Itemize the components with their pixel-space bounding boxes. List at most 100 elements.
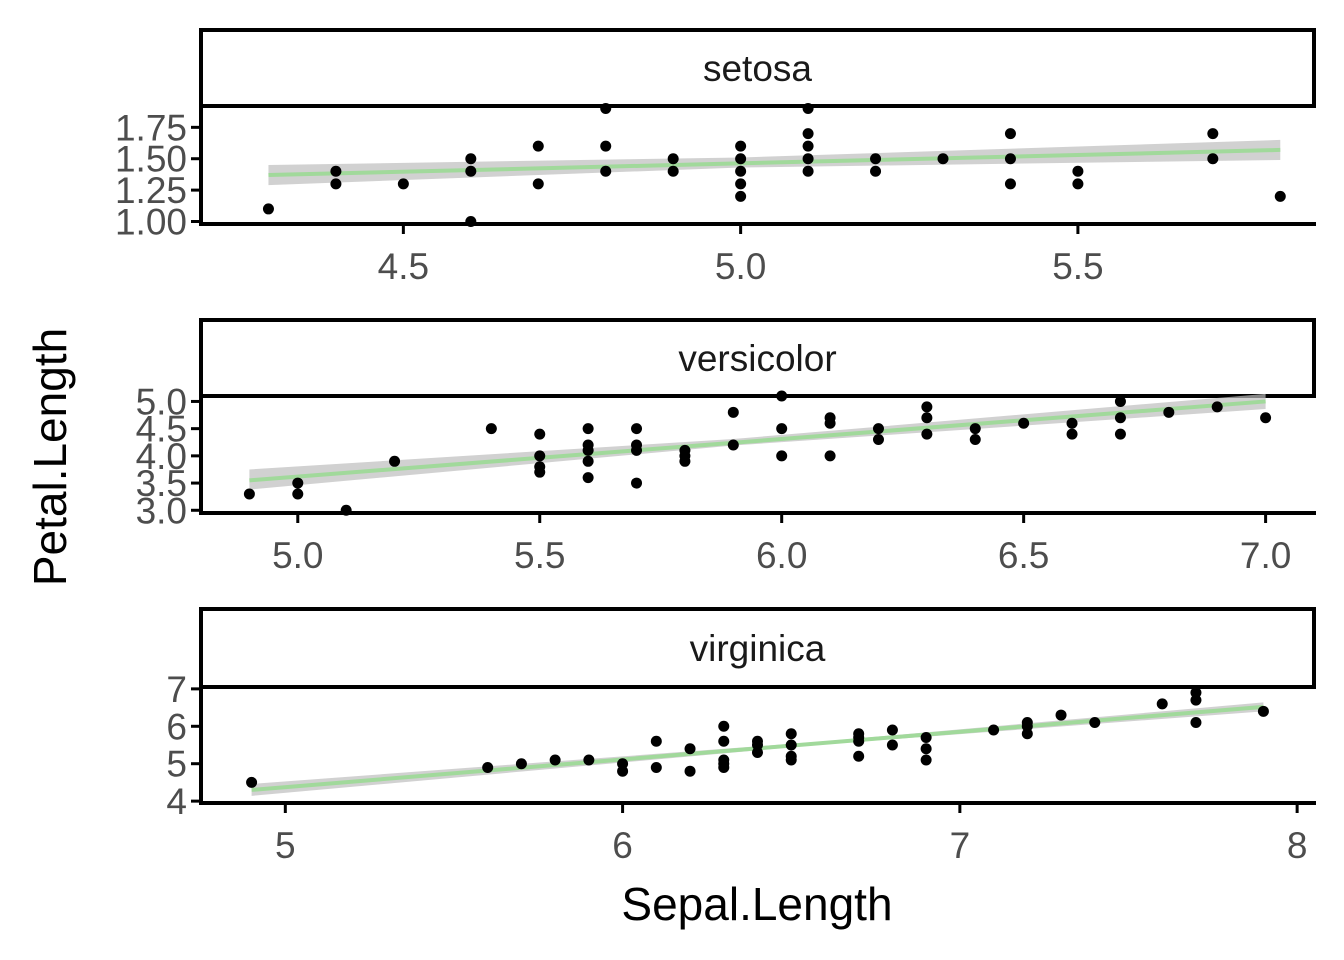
data-point <box>1257 705 1269 717</box>
data-point <box>397 178 409 190</box>
x-tick-label: 8 <box>1287 825 1308 866</box>
data-point <box>853 750 865 762</box>
data-point <box>482 761 494 773</box>
data-point <box>1190 687 1202 699</box>
data-point <box>515 758 527 770</box>
data-point <box>1021 717 1033 729</box>
data-point <box>886 739 898 751</box>
y-tick-label: 1.00 <box>115 201 187 242</box>
data-point <box>921 428 933 440</box>
facet-strip <box>199 607 1316 689</box>
data-point <box>1274 190 1286 202</box>
y-axis-title: Petal.Length <box>24 328 76 586</box>
data-point <box>582 439 594 451</box>
y-tick-label: 6 <box>166 706 187 747</box>
data-point <box>802 165 814 177</box>
facet-strip-label: virginica <box>690 628 826 669</box>
data-point <box>785 750 797 762</box>
data-point <box>727 439 739 451</box>
data-point <box>246 776 258 788</box>
data-point <box>1156 698 1168 710</box>
data-point <box>1055 709 1067 721</box>
data-point <box>1066 417 1078 429</box>
data-point <box>802 153 814 165</box>
x-tick-label: 7.0 <box>1240 535 1291 576</box>
facet-strip-label: setosa <box>703 48 812 89</box>
data-point <box>631 477 643 489</box>
data-point <box>920 743 932 755</box>
data-point <box>870 165 882 177</box>
data-point <box>684 743 696 755</box>
y-tick-label: 3.5 <box>136 463 187 504</box>
x-tick-label: 5.5 <box>1052 246 1103 287</box>
data-point <box>920 732 932 744</box>
facet-panel-setosa: setosa 4.5 5.0 5.5 1.001.251.501.75 <box>115 28 1316 287</box>
data-point <box>776 423 788 435</box>
y-tick-label: 5 <box>166 744 187 785</box>
y-tick-label: 4.5 <box>136 409 187 450</box>
y-tick-label: 3.0 <box>136 490 187 531</box>
data-point <box>262 203 274 215</box>
y-tick-label: 4 <box>166 781 187 822</box>
data-point <box>921 401 933 413</box>
y-tick-label: 1.50 <box>115 139 187 180</box>
data-point <box>1163 406 1175 418</box>
data-point <box>802 128 814 140</box>
data-point <box>631 439 643 451</box>
y-tick-label: 7 <box>166 669 187 710</box>
x-axis-title: Sepal.Length <box>621 878 892 930</box>
data-point <box>1089 717 1101 729</box>
data-point <box>785 728 797 740</box>
data-point <box>485 423 497 435</box>
data-point <box>776 390 788 402</box>
data-point <box>785 739 797 751</box>
data-point <box>735 140 747 152</box>
data-point <box>465 153 477 165</box>
data-point <box>534 461 546 473</box>
data-point <box>1207 128 1219 140</box>
data-point <box>631 423 643 435</box>
data-point <box>718 754 730 766</box>
data-point <box>532 140 544 152</box>
data-point <box>1114 412 1126 424</box>
data-point <box>679 444 691 456</box>
data-point <box>921 412 933 424</box>
data-point <box>667 153 679 165</box>
data-point <box>330 165 342 177</box>
data-point <box>330 178 342 190</box>
y-tick-label: 1.75 <box>115 107 187 148</box>
data-point <box>969 434 981 446</box>
data-point <box>600 103 612 115</box>
x-tick-label: 5.5 <box>514 535 565 576</box>
data-point <box>886 724 898 736</box>
x-tick-label: 6.5 <box>998 535 1049 576</box>
data-point <box>684 765 696 777</box>
y-tick-label: 4.0 <box>136 436 187 477</box>
data-point <box>802 140 814 152</box>
data-point <box>752 735 763 747</box>
data-point <box>920 754 932 766</box>
data-point <box>718 720 730 732</box>
data-point <box>667 165 679 177</box>
data-point <box>582 455 594 467</box>
data-point <box>600 165 612 177</box>
y-tick-label: 5.0 <box>136 381 187 422</box>
data-point <box>600 140 612 152</box>
data-point <box>776 450 788 462</box>
data-point <box>1211 401 1223 413</box>
data-point <box>650 761 662 773</box>
data-point <box>937 153 949 165</box>
data-point <box>735 165 747 177</box>
data-point <box>582 472 594 484</box>
data-point <box>727 406 739 418</box>
x-tick-label: 5 <box>275 825 296 866</box>
data-point <box>583 754 595 766</box>
data-point <box>549 754 561 766</box>
data-point <box>969 423 981 435</box>
data-point <box>1207 153 1219 165</box>
data-point <box>735 178 747 190</box>
data-point <box>735 153 747 165</box>
data-point <box>735 190 747 202</box>
